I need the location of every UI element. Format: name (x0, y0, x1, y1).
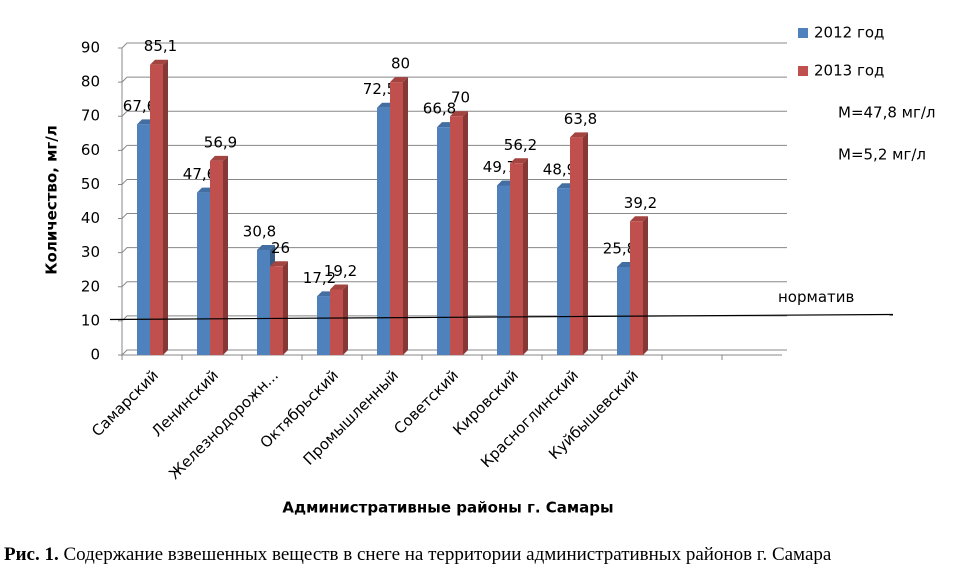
bar (450, 116, 463, 355)
legend-swatch (798, 28, 808, 38)
bar-side (643, 216, 648, 355)
data-label: 85,1 (144, 37, 177, 55)
data-label: 70 (451, 89, 470, 107)
bar-side (403, 77, 408, 355)
y-axis-title: Количество, мг/л (43, 125, 61, 274)
bar (197, 192, 210, 355)
y-tick-label: 20 (81, 277, 100, 295)
caption-text: Содержание взвешенных веществ в снеге на… (63, 544, 832, 565)
data-label: 19,2 (324, 262, 357, 280)
bar (390, 82, 403, 355)
bar-top (510, 158, 528, 164)
y-tick-label: 10 (81, 311, 100, 329)
bar-top (150, 59, 168, 65)
bar-top (330, 284, 348, 290)
y-tick-label: 0 (90, 346, 100, 364)
bar (257, 249, 270, 355)
bar (330, 289, 343, 355)
reference-label: норматив (778, 288, 854, 306)
bar (570, 137, 583, 355)
grid-line (118, 76, 787, 83)
bar-top (210, 155, 228, 161)
bar-side (343, 284, 348, 355)
chart: Количество, мг/л Административные районы… (43, 24, 936, 517)
data-label: 25,8 (603, 239, 636, 257)
bar (557, 188, 570, 355)
data-label: 30,8 (243, 222, 276, 240)
bar (137, 124, 150, 355)
data-label: 48,9 (543, 161, 576, 179)
bar-side (283, 261, 288, 355)
data-label: 56,2 (504, 136, 537, 154)
data-label: 72,5 (363, 80, 396, 98)
data-label: 56,9 (204, 133, 237, 151)
x-tick-label: Железнодорожн... (165, 366, 282, 483)
bar (617, 266, 630, 355)
y-tick-label: 60 (81, 141, 100, 159)
caption: Рис. 1. Содержание взвешенных веществ в … (4, 544, 831, 566)
bar (630, 221, 643, 355)
bar (510, 163, 523, 355)
bar-top (270, 261, 288, 267)
bar-top (390, 77, 408, 83)
data-label: 67,6 (123, 97, 156, 115)
bar (317, 296, 330, 355)
bar (270, 266, 283, 355)
bar (437, 127, 450, 355)
y-tick-label: 70 (81, 107, 100, 125)
bar (497, 185, 510, 355)
bar (210, 160, 223, 355)
annotation: М=47,8 мг/л (838, 104, 936, 122)
data-label: 47,6 (183, 165, 216, 183)
y-tick-label: 30 (81, 243, 100, 261)
data-label: 39,2 (624, 194, 657, 212)
bar (377, 107, 390, 355)
grid-line (118, 42, 787, 49)
legend-label: 2012 год (814, 24, 884, 42)
bar-side (583, 132, 588, 355)
data-label: 80 (391, 55, 410, 73)
bar (150, 64, 163, 355)
legend-swatch (798, 66, 808, 76)
bar-top (630, 216, 648, 222)
data-label: 17,2 (303, 269, 336, 287)
data-label: 63,8 (564, 110, 597, 128)
annotation: М=5,2 мг/л (838, 146, 926, 164)
y-tick-label: 40 (81, 209, 100, 227)
data-label: 49,7 (483, 158, 516, 176)
data-label: 26 (271, 239, 290, 257)
bar-side (523, 158, 528, 355)
bar-side (463, 111, 468, 355)
bar-top (450, 111, 468, 117)
bar-top (257, 244, 275, 250)
y-tick-label: 90 (81, 39, 100, 57)
reference-line (109, 313, 894, 321)
bar-side (163, 59, 168, 355)
y-tick-label: 50 (81, 175, 100, 193)
legend-label: 2013 год (814, 62, 884, 80)
x-axis-title: Административные районы г. Самары (282, 499, 613, 517)
bar-side (223, 155, 228, 355)
data-label: 66,8 (423, 100, 456, 118)
y-tick-label: 80 (81, 73, 100, 91)
bar-top (570, 132, 588, 138)
caption-prefix: Рис. 1. (4, 544, 59, 565)
